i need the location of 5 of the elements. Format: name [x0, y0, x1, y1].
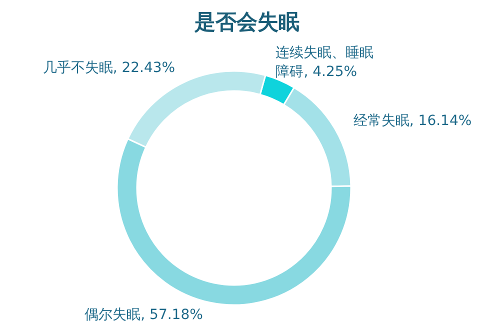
chart-title: 是否会失眠	[194, 9, 300, 36]
slice-label: 经常失眠, 16.14%	[353, 112, 472, 132]
slice-label: 几乎不失眠, 22.43%	[42, 59, 176, 78]
slice-label: 连续失眠、睡眠障碍, 4.25%	[276, 44, 375, 82]
slice-label: 偶尔失眠, 57.18%	[84, 306, 203, 326]
